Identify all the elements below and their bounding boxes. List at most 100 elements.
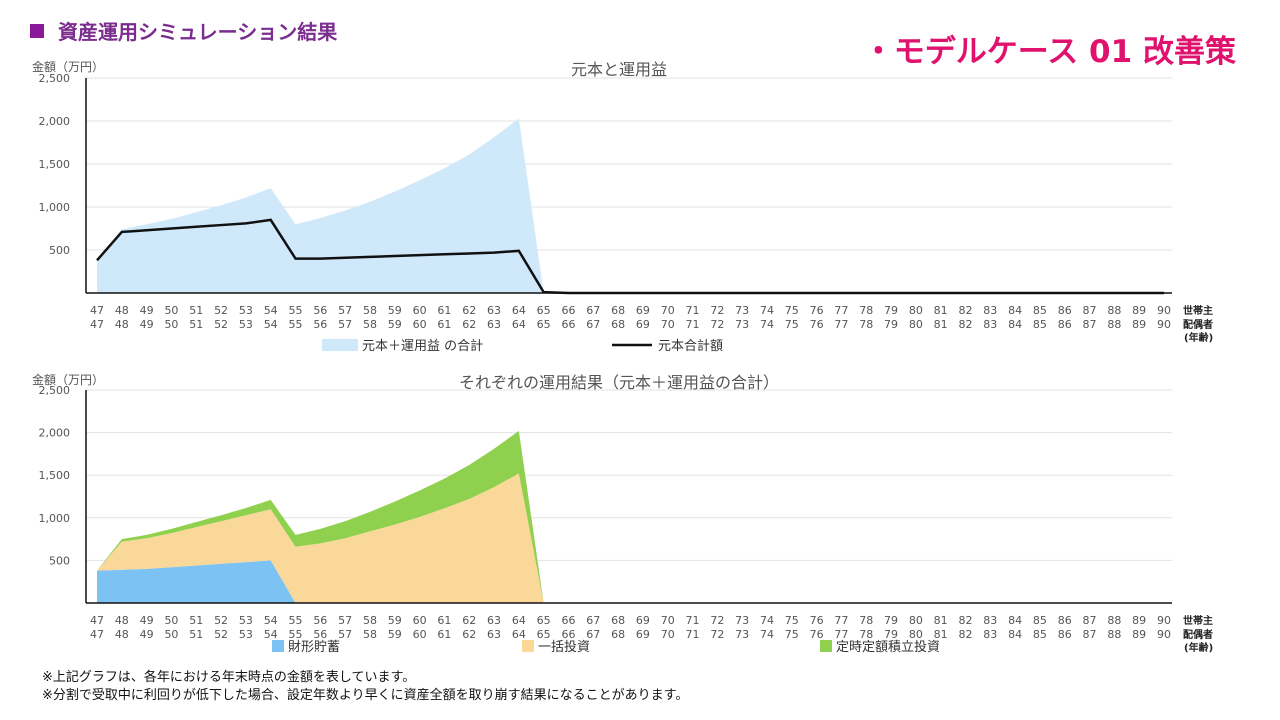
- chart-title: 元本と運用益: [571, 60, 667, 79]
- x-tick-label-head: 65: [537, 614, 551, 627]
- y-tick-label: 2,000: [39, 115, 71, 128]
- x-tick-label-spouse: 65: [537, 318, 551, 331]
- x-tick-label-spouse: 77: [834, 318, 848, 331]
- x-tick-label-head: 81: [934, 614, 948, 627]
- x-tick-label-head: 83: [983, 614, 997, 627]
- x-tick-label-spouse: 66: [561, 628, 575, 641]
- x-tick-label-spouse: 54: [264, 318, 278, 331]
- x-tick-label-head: 66: [561, 614, 575, 627]
- x-tick-label-spouse: 48: [115, 628, 129, 641]
- x-tick-label-head: 70: [661, 304, 675, 317]
- x-tick-label-spouse: 80: [909, 318, 923, 331]
- model-case-label: ・モデルケース 01 改善策: [862, 34, 1236, 70]
- x-tick-label-spouse: 67: [586, 318, 600, 331]
- legend-label: 一括投資: [538, 639, 590, 655]
- x-tick-label-spouse: 69: [636, 628, 650, 641]
- x-tick-label-spouse: 58: [363, 628, 377, 641]
- x-tick-label-spouse: 52: [214, 628, 228, 641]
- legend-swatch: [322, 339, 358, 351]
- x-tick-label-head: 74: [760, 304, 774, 317]
- x-tick-label-head: 48: [115, 304, 129, 317]
- x-tick-label-head: 67: [586, 304, 600, 317]
- x-tick-label-spouse: 57: [338, 318, 352, 331]
- legend-label: 元本＋運用益 の合計: [362, 338, 483, 354]
- x-tick-label-spouse: 83: [983, 628, 997, 641]
- x-tick-label-spouse: 68: [611, 628, 625, 641]
- x-tick-label-head: 49: [140, 304, 154, 317]
- x-tick-label-head: 67: [586, 614, 600, 627]
- x-tick-label-head: 85: [1033, 614, 1047, 627]
- x-tick-label-head: 87: [1083, 614, 1097, 627]
- y-tick-label: 2,500: [39, 72, 71, 85]
- x-tick-label-head: 76: [810, 614, 824, 627]
- x-tick-label-spouse: 59: [388, 318, 402, 331]
- y-tick-label: 2,500: [39, 384, 71, 397]
- x-tick-label-spouse: 55: [289, 628, 303, 641]
- x-tick-label-spouse: 78: [859, 628, 873, 641]
- x-tick-label-head: 66: [561, 304, 575, 317]
- x-tick-label-spouse: 51: [189, 318, 203, 331]
- stacked-area-2: [97, 430, 544, 603]
- x-tick-label-head: 73: [735, 304, 749, 317]
- x-tick-label-spouse: 64: [512, 628, 526, 641]
- x-tick-label-spouse: 65: [537, 628, 551, 641]
- x-tick-label-head: 72: [710, 614, 724, 627]
- x-tick-label-head: 53: [239, 614, 253, 627]
- x-tick-label-head: 86: [1058, 614, 1072, 627]
- x-tick-label-spouse: 86: [1058, 628, 1072, 641]
- x-tick-label-spouse: 47: [90, 628, 104, 641]
- x-tick-label-head: 65: [537, 304, 551, 317]
- y-tick-label: 2,000: [39, 427, 71, 440]
- x-tick-label-spouse: 49: [140, 318, 154, 331]
- x-tick-label-head: 57: [338, 304, 352, 317]
- x-tick-label-head: 83: [983, 304, 997, 317]
- y-axis-label: 金額（万円）: [32, 59, 104, 74]
- x-tick-label-head: 88: [1107, 614, 1121, 627]
- x-tick-label-head: 85: [1033, 304, 1047, 317]
- chart-title: それぞれの運用結果（元本＋運用益の合計）: [459, 373, 779, 392]
- x-tick-label-head: 79: [884, 304, 898, 317]
- footnote-2: ※分割で受取中に利回りが低下した場合、設定年数より早くに資産全額を取り崩す結果に…: [42, 688, 689, 703]
- x-tick-label-spouse: 72: [710, 318, 724, 331]
- x-tick-label-head: 75: [785, 614, 799, 627]
- x-tick-label-spouse: 72: [710, 628, 724, 641]
- y-tick-label: 1,000: [39, 512, 71, 525]
- x-tick-label-head: 78: [859, 614, 873, 627]
- x-tick-label-spouse: 63: [487, 628, 501, 641]
- x-tick-label-spouse: 62: [462, 628, 476, 641]
- x-tick-label-head: 51: [189, 304, 203, 317]
- x-tick-label-spouse: 49: [140, 628, 154, 641]
- y-tick-label: 1,000: [39, 201, 71, 214]
- x-tick-label-spouse: 89: [1132, 628, 1146, 641]
- x-tick-label-head: 60: [413, 304, 427, 317]
- legend-label: 元本合計額: [658, 338, 723, 354]
- x-tick-label-head: 82: [958, 304, 972, 317]
- x-tick-label-spouse: 81: [934, 628, 948, 641]
- x-tick-label-head: 61: [437, 614, 451, 627]
- x-tick-label-head: 56: [313, 614, 327, 627]
- x-tick-label-spouse: 84: [1008, 628, 1022, 641]
- x-tick-label-head: 50: [164, 304, 178, 317]
- x-tick-label-spouse: 48: [115, 318, 129, 331]
- x-tick-label-spouse: 77: [834, 628, 848, 641]
- x-tick-label-spouse: 54: [264, 628, 278, 641]
- x-tick-label-head: 60: [413, 614, 427, 627]
- x-tick-label-head: 89: [1132, 304, 1146, 317]
- x-row-label-head: 世帯主: [1183, 614, 1213, 627]
- x-tick-label-spouse: 88: [1107, 318, 1121, 331]
- legend-swatch: [522, 640, 534, 652]
- page-title: 資産運用シミュレーション結果: [30, 16, 337, 45]
- title-square-icon: [30, 24, 44, 38]
- x-tick-label-spouse: 70: [661, 628, 675, 641]
- y-tick-label: 500: [49, 244, 70, 257]
- x-tick-label-spouse: 59: [388, 628, 402, 641]
- x-tick-label-head: 81: [934, 304, 948, 317]
- x-tick-label-head: 56: [313, 304, 327, 317]
- x-tick-label-head: 47: [90, 614, 104, 627]
- x-tick-label-head: 78: [859, 304, 873, 317]
- x-tick-label-spouse: 64: [512, 318, 526, 331]
- x-tick-label-head: 63: [487, 304, 501, 317]
- x-tick-label-spouse: 66: [561, 318, 575, 331]
- x-row-label-age: (年齢): [1184, 641, 1213, 654]
- x-tick-label-head: 90: [1157, 614, 1171, 627]
